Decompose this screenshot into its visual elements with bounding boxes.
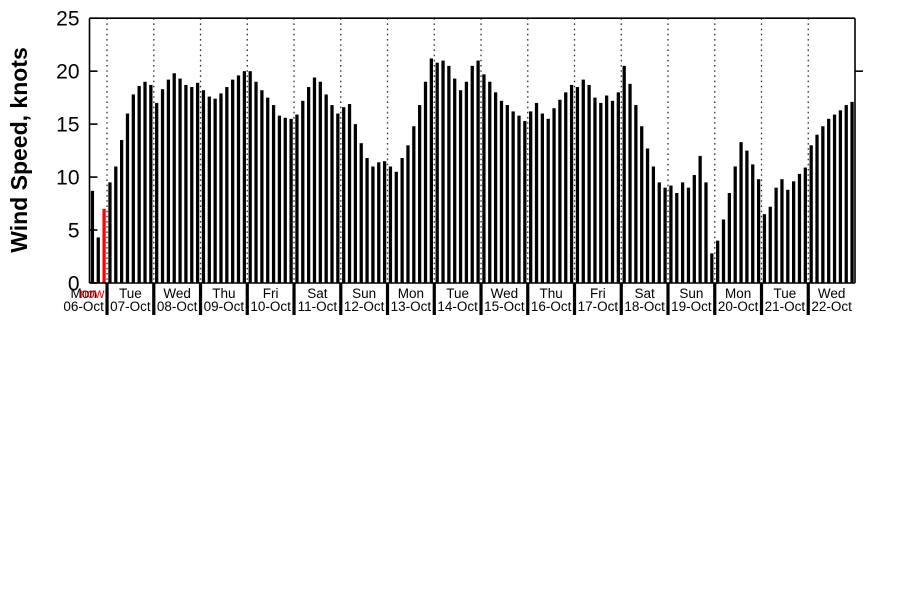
svg-text:5: 5 (68, 220, 80, 243)
svg-text:15: 15 (56, 114, 79, 137)
svg-text:10: 10 (56, 167, 79, 190)
svg-text:20: 20 (56, 61, 79, 84)
svg-text:25: 25 (56, 8, 79, 31)
